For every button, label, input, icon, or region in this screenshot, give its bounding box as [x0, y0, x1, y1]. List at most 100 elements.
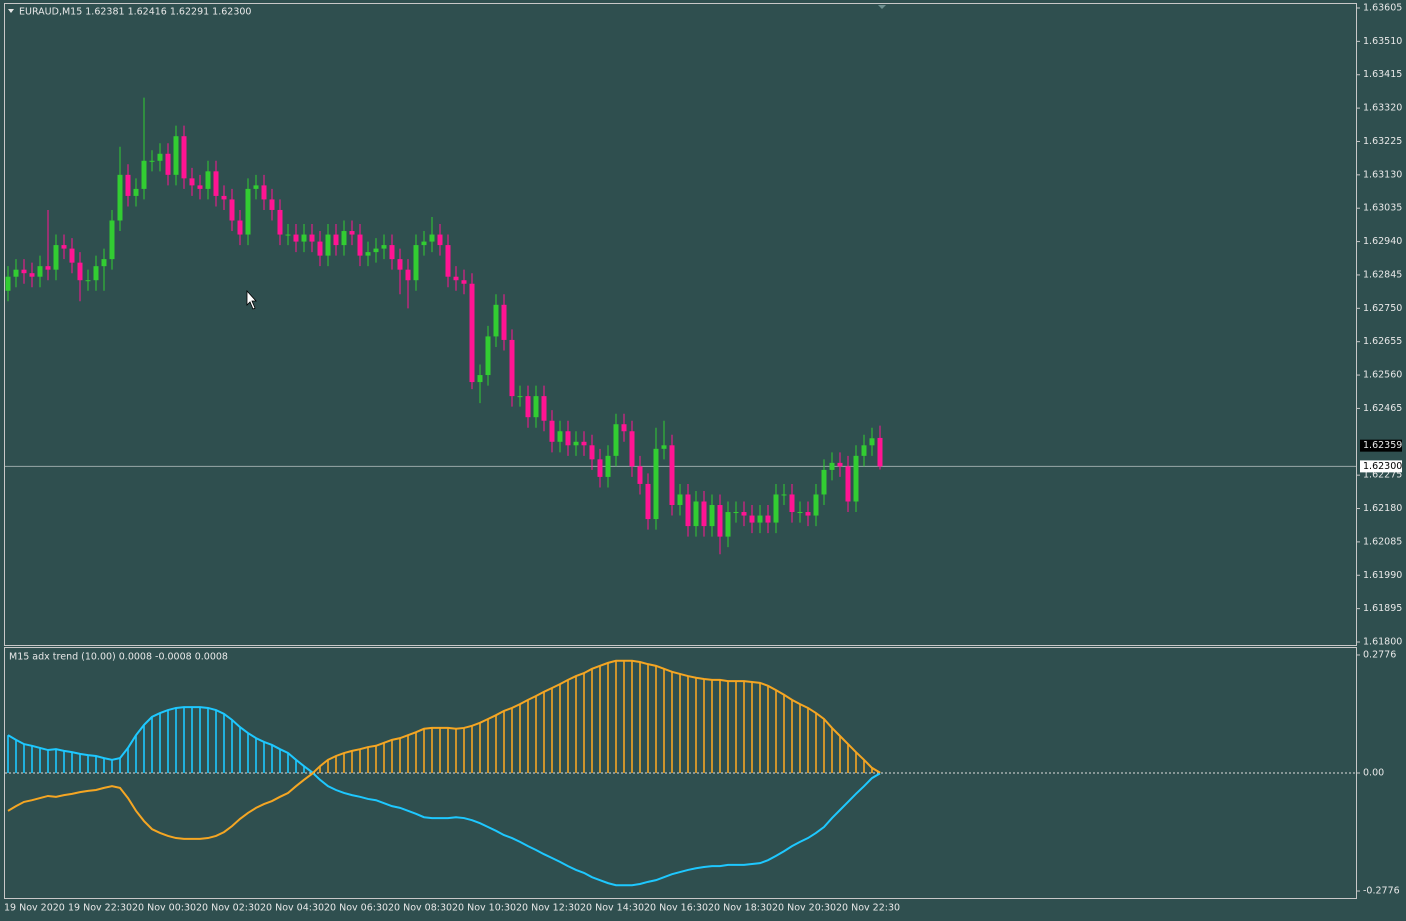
candle-body [245, 188, 251, 235]
indicator-line [7, 706, 881, 887]
candle-body [205, 171, 211, 189]
candle-body [781, 494, 787, 496]
candle-body [333, 234, 339, 246]
y-tick-label: 1.63415 [1363, 69, 1402, 80]
candle-body [549, 420, 555, 442]
candle-body [45, 266, 51, 270]
price-pane-frame [4, 3, 1357, 646]
x-tick-label: 20 Nov 16:30 [644, 903, 708, 914]
candle-body [165, 153, 171, 175]
current-price-box [1360, 460, 1402, 473]
candle-body [733, 512, 739, 514]
x-tick-label: 20 Nov 18:30 [708, 903, 772, 914]
y-tick-label: 1.63605 [1363, 3, 1402, 14]
y-tick-label: 1.61800 [1363, 637, 1402, 648]
y-tick-label: -0.2776 [1363, 886, 1400, 897]
candle-body [565, 431, 571, 446]
candle-body [717, 505, 723, 537]
ask-price-box [1360, 439, 1402, 452]
candle-body [581, 441, 587, 446]
candle-body [389, 245, 395, 260]
candle-body [669, 445, 675, 506]
candle-body [349, 231, 355, 235]
candle-body [213, 171, 219, 196]
candle-body [29, 273, 35, 277]
candle-body [317, 241, 323, 256]
x-tick-label: 20 Nov 06:30 [324, 903, 388, 914]
candle-body [613, 424, 619, 456]
candle-body [117, 174, 123, 221]
x-tick-label: 20 Nov 08:30 [388, 903, 452, 914]
x-tick-label: 20 Nov 12:30 [516, 903, 580, 914]
candle-body [685, 494, 691, 527]
candle-body [597, 459, 603, 477]
candle-body [517, 396, 523, 398]
y-tick-label: 1.62845 [1363, 269, 1402, 280]
candle-body [341, 231, 347, 246]
candle-body [461, 280, 467, 284]
y-tick-label: 1.62655 [1363, 336, 1402, 347]
candle-body [637, 466, 643, 484]
candle-body [5, 276, 11, 291]
candle-body [661, 445, 667, 449]
mouse-cursor [246, 289, 257, 310]
candle-body [229, 199, 235, 221]
candle-body [221, 195, 227, 200]
candle-body [21, 269, 27, 274]
y-tick-label: 1.63225 [1363, 136, 1402, 147]
x-tick-label: 20 Nov 02:30 [196, 903, 260, 914]
candle-body [853, 455, 859, 502]
current-price-label: 1.62300 [1363, 461, 1402, 472]
indicator-line [7, 659, 881, 840]
y-tick-label: 1.62940 [1363, 236, 1402, 247]
y-tick-label: 1.63130 [1363, 169, 1402, 180]
candle-body [589, 445, 595, 460]
candle-body [829, 462, 835, 470]
y-tick-label: 1.62085 [1363, 536, 1402, 547]
candle-body [485, 336, 491, 376]
candle-body [541, 396, 547, 421]
candle-body [421, 241, 427, 246]
y-tick-label: 1.62750 [1363, 303, 1402, 314]
candle-body [741, 512, 747, 516]
candle-body [269, 199, 275, 210]
ask-price-label: 1.62359 [1363, 440, 1402, 451]
candle-body [701, 501, 707, 527]
candle-body [365, 252, 371, 256]
candle-body [573, 441, 579, 446]
candle-body [677, 494, 683, 506]
candle-body [437, 234, 443, 246]
x-tick-label: 20 Nov 14:30 [580, 903, 644, 914]
y-tick-label: 0.00 [1363, 768, 1384, 779]
candle-body [845, 466, 851, 502]
candle-body [53, 245, 59, 270]
candle-body [877, 437, 883, 467]
candle-body [861, 445, 867, 456]
y-tick-label: 1.62275 [1363, 470, 1402, 481]
candle-body [261, 185, 267, 200]
candle-body [797, 512, 803, 514]
candle-body [621, 424, 627, 432]
y-tick-label: 1.61990 [1363, 570, 1402, 581]
candle-body [453, 276, 459, 281]
menu-arrow[interactable] [8, 9, 14, 13]
candle-body [501, 304, 507, 340]
candle-body [325, 234, 331, 256]
candle-body [173, 136, 179, 175]
candle-body [93, 266, 99, 281]
candle-body [397, 259, 403, 270]
x-tick-label: 19 Nov 22:30 [68, 903, 132, 914]
x-tick-label: 19 Nov 2020 [4, 903, 65, 914]
candle-body [197, 185, 203, 189]
y-tick-label: 1.63510 [1363, 36, 1402, 47]
candle-body [813, 494, 819, 516]
candle-body [653, 448, 659, 520]
candle-body [413, 245, 419, 281]
y-tick-label: 1.62560 [1363, 370, 1402, 381]
candle-body [181, 136, 187, 179]
chart-title: EURAUD,M15 1.62381 1.62416 1.62291 1.623… [19, 7, 251, 18]
candle-body [309, 234, 315, 242]
candle-body [133, 188, 139, 196]
candle-body [301, 234, 307, 242]
